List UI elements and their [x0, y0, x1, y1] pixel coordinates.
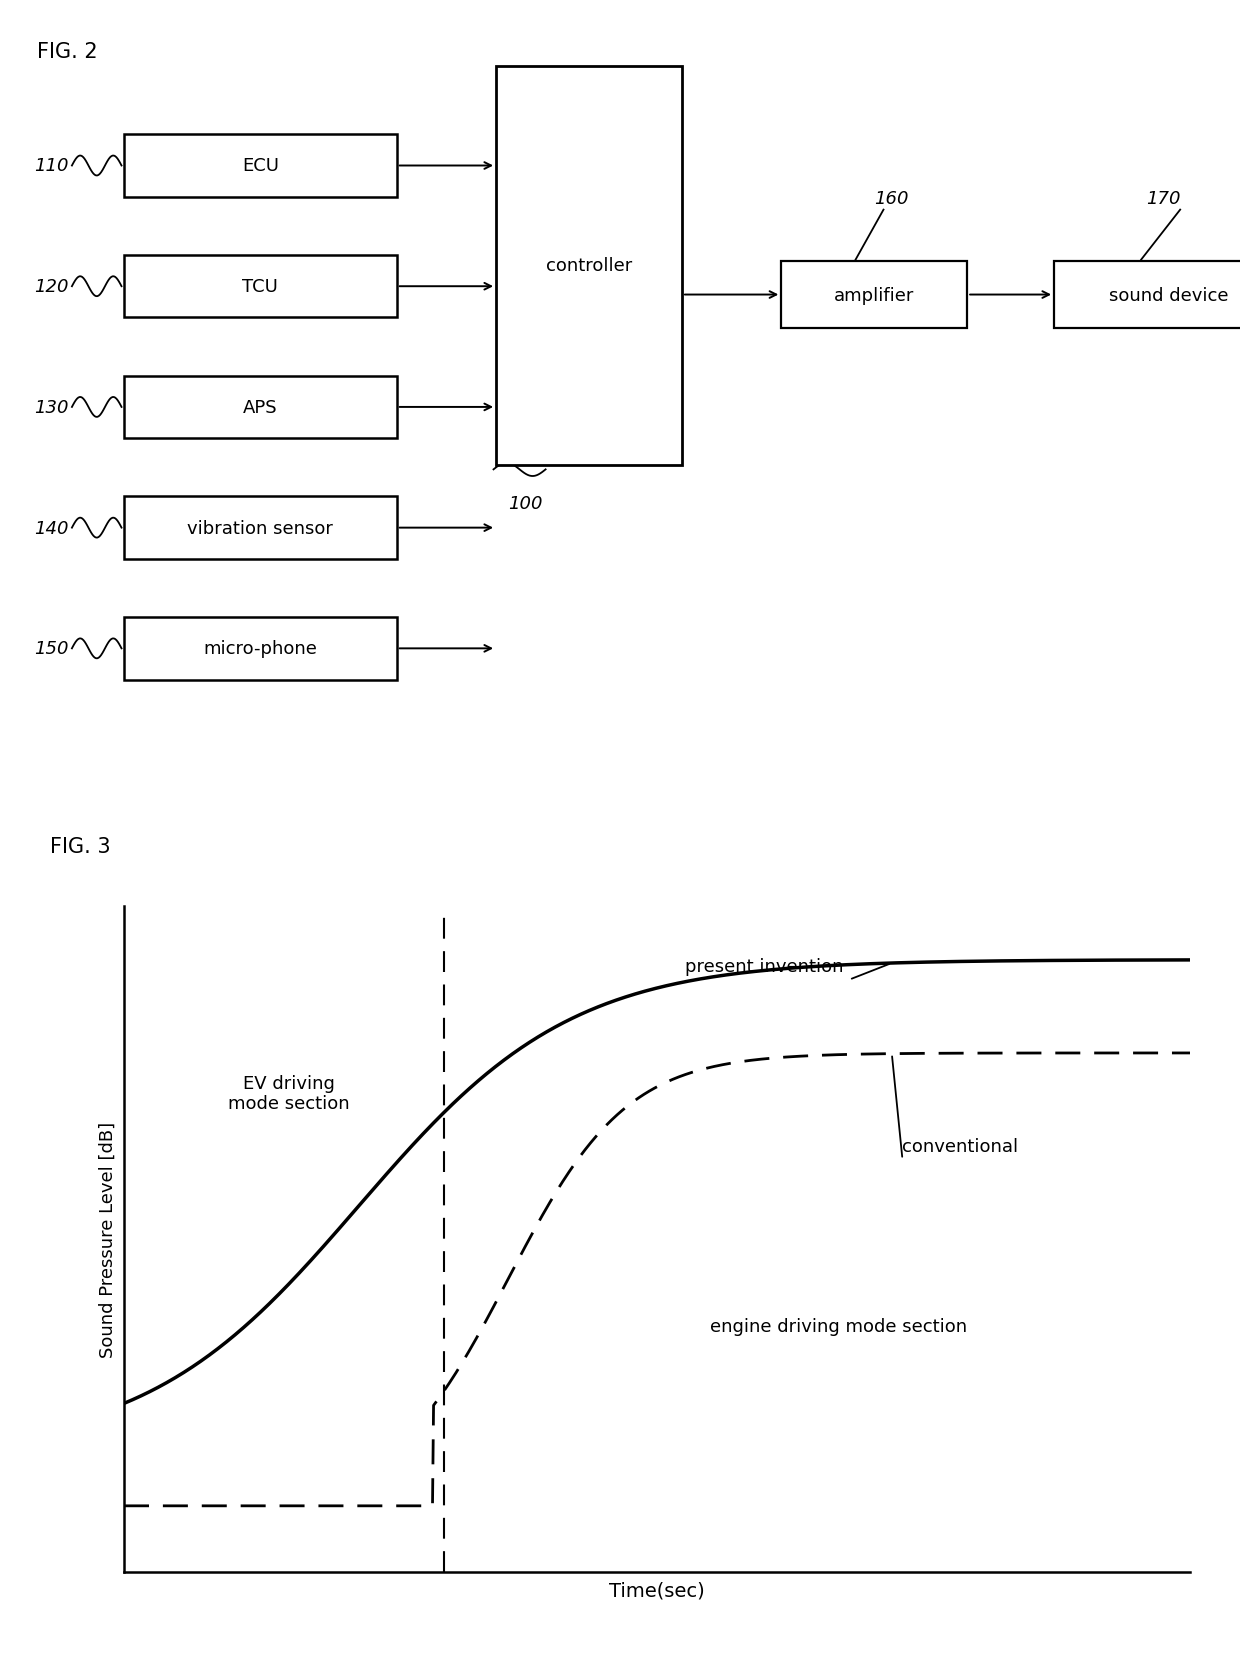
Text: FIG. 2: FIG. 2: [37, 42, 98, 62]
Text: micro-phone: micro-phone: [203, 641, 317, 657]
Text: 160: 160: [874, 190, 909, 208]
Text: controller: controller: [546, 258, 632, 275]
Text: sound device: sound device: [1109, 286, 1229, 305]
Text: FIG. 3: FIG. 3: [50, 837, 110, 857]
Text: ECU: ECU: [242, 158, 279, 175]
Text: 130: 130: [33, 399, 68, 416]
Text: 100: 100: [508, 496, 543, 513]
Y-axis label: Sound Pressure Level [dB]: Sound Pressure Level [dB]: [99, 1122, 117, 1358]
Text: conventional: conventional: [903, 1138, 1018, 1155]
Bar: [124, 498, 397, 559]
Text: 120: 120: [33, 278, 68, 296]
Text: APS: APS: [243, 399, 278, 416]
Bar: [781, 261, 967, 328]
Text: 150: 150: [33, 641, 68, 657]
Text: engine driving mode section: engine driving mode section: [711, 1318, 967, 1335]
Text: present invention: present invention: [684, 958, 843, 975]
Text: TCU: TCU: [243, 278, 278, 296]
Text: vibration sensor: vibration sensor: [187, 519, 334, 537]
Bar: [496, 67, 682, 466]
Bar: [124, 135, 397, 198]
Text: 170: 170: [1146, 190, 1180, 208]
Bar: [124, 256, 397, 318]
Text: 110: 110: [33, 158, 68, 175]
Bar: [124, 617, 397, 681]
Bar: [124, 376, 397, 439]
Text: 140: 140: [33, 519, 68, 537]
X-axis label: Time(sec): Time(sec): [609, 1581, 706, 1599]
Bar: [1054, 261, 1240, 328]
Text: amplifier: amplifier: [835, 286, 914, 305]
Text: EV driving
mode section: EV driving mode section: [228, 1073, 350, 1113]
